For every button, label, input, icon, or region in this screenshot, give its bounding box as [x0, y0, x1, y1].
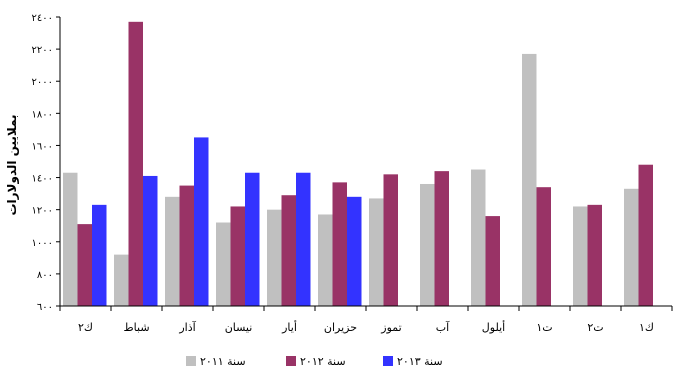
y-tick-label-2: ٨٠٠ — [37, 270, 53, 281]
bar-2-12 — [639, 165, 654, 306]
x-tick-label-4: نيسان — [225, 321, 253, 334]
x-tick-label-7: تموز — [380, 321, 401, 334]
bars-layer — [63, 22, 653, 306]
y-axis-label: بملايين الدولارات — [5, 114, 20, 215]
y-tick-label-7: ١٨٠٠ — [32, 109, 53, 120]
bar-1-9 — [471, 170, 486, 306]
bar-1-6 — [318, 214, 333, 306]
x-tick-label-1: ك٢ — [78, 321, 93, 334]
legend-swatch-1 — [186, 356, 196, 366]
bar-3-3 — [194, 137, 209, 306]
bar-3-1 — [92, 205, 107, 306]
y-tick-label-4: ١٢٠٠ — [32, 206, 53, 217]
bar-2-1 — [78, 224, 93, 306]
bar-1-7 — [369, 198, 384, 306]
bar-2-5 — [282, 195, 297, 306]
bar-1-5 — [267, 210, 282, 306]
x-tick-label-10: ت١ — [536, 321, 552, 334]
bar-1-4 — [216, 223, 231, 306]
bar-3-6 — [347, 197, 362, 306]
legend-swatch-3 — [383, 356, 393, 366]
y-tick-label-6: ١٦٠٠ — [32, 141, 53, 152]
bar-3-5 — [296, 173, 311, 306]
y-tick-label-3: ١٠٠٠ — [32, 238, 53, 249]
y-tick-label-5: ١٤٠٠ — [32, 174, 53, 185]
x-tick-label-9: أيلول — [482, 320, 505, 334]
x-tick-label-3: آذار — [178, 320, 196, 334]
x-tick-label-12: ك١ — [639, 321, 654, 334]
y-tick-label-8: ٢٠٠٠ — [32, 77, 53, 88]
bar-2-3 — [180, 186, 195, 306]
x-tick-label-11: ت٢ — [587, 321, 603, 334]
legend: سنة ٢٠١١ سنة ٢٠١٢ سنة ٢٠١٣ — [186, 355, 443, 368]
bar-2-9 — [486, 216, 501, 306]
legend-label-2: سنة ٢٠١٢ — [300, 355, 346, 368]
x-tick-label-8: آب — [436, 320, 450, 334]
y-tick-label-1: ٦٠٠ — [37, 302, 53, 313]
bar-1-10 — [522, 54, 537, 306]
x-tick-label-6: حزيران — [324, 321, 357, 334]
bar-2-11 — [588, 205, 603, 306]
x-tick-label-2: شباط — [123, 321, 149, 334]
legend-swatch-2 — [286, 356, 296, 366]
y-tick-label-10: ٢٤٠٠ — [32, 13, 53, 24]
bar-2-4 — [231, 206, 246, 306]
bar-2-7 — [384, 174, 399, 306]
bar-2-8 — [435, 171, 450, 306]
bar-1-3 — [165, 197, 180, 306]
x-tick-label-5: أيار — [281, 320, 297, 334]
bar-1-8 — [420, 184, 435, 306]
y-tick-label-9: ٢٢٠٠ — [32, 45, 53, 56]
bar-2-10 — [537, 187, 552, 306]
bar-2-2 — [129, 22, 144, 306]
legend-label-1: سنة ٢٠١١ — [200, 355, 246, 368]
bar-1-1 — [63, 173, 78, 306]
bar-3-4 — [245, 173, 260, 306]
bar-1-2 — [114, 255, 129, 306]
legend-label-3: سنة ٢٠١٣ — [397, 355, 443, 368]
bar-2-6 — [333, 182, 348, 306]
bar-1-11 — [573, 206, 588, 306]
bar-1-12 — [624, 189, 639, 306]
bar-3-2 — [143, 176, 158, 306]
